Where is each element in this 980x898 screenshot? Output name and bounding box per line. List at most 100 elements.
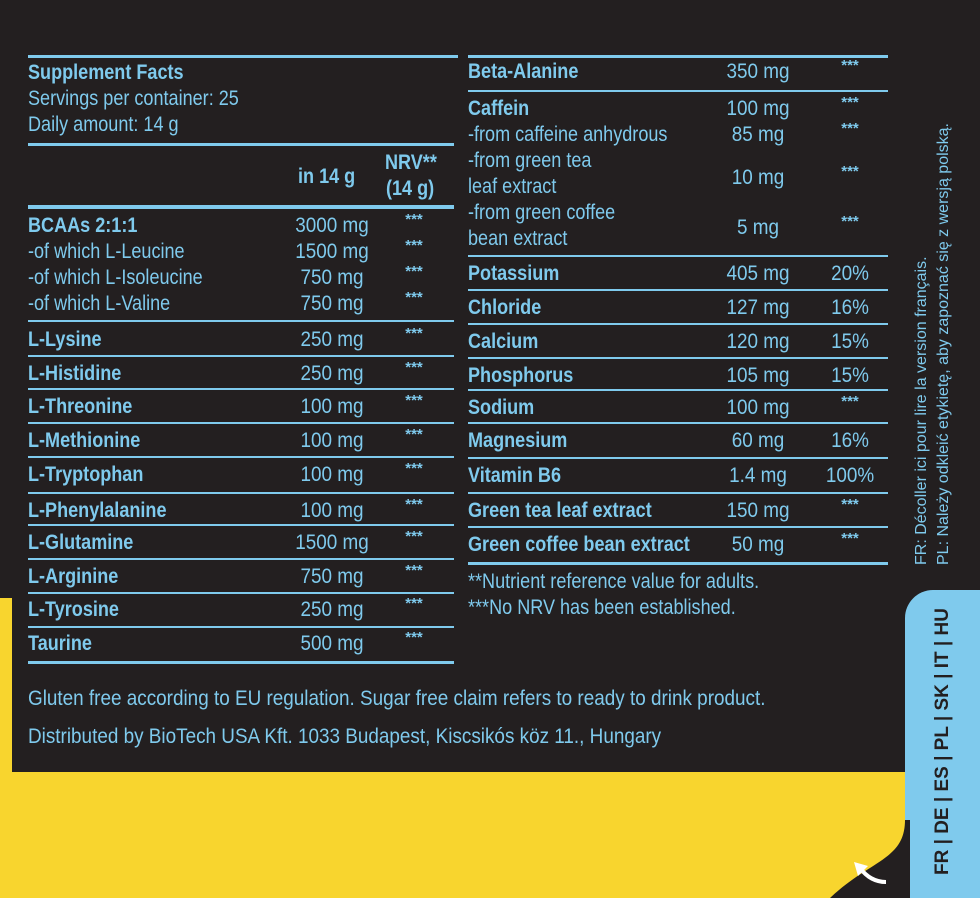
nutrient-nrv: ***: [841, 213, 859, 230]
row-divider: [468, 422, 888, 424]
row-divider: [28, 388, 454, 390]
peel-corner[interactable]: [830, 820, 910, 898]
nutrient-name: -from caffeine anhydrous: [468, 123, 668, 146]
nutrient-amount: 127 mg: [726, 296, 790, 319]
nutrient-nrv: ***: [841, 393, 859, 410]
row-divider: [28, 492, 454, 494]
nutrient-name: -from green coffee: [468, 201, 616, 224]
label-panel: [12, 0, 905, 772]
nutrient-name: -of which L-Isoleucine: [28, 266, 203, 289]
row-divider: [468, 255, 888, 257]
nutrient-nrv: ***: [405, 289, 423, 306]
row-divider: [468, 323, 888, 325]
nutrient-nrv: ***: [841, 94, 859, 111]
nutrient-name: Phosphorus: [468, 364, 574, 387]
nutrient-name: Potassium: [468, 262, 560, 285]
nutrient-nrv: ***: [405, 263, 423, 280]
nutrient-nrv: 15%: [831, 364, 869, 387]
row-divider: [468, 90, 888, 92]
no-nrv-footnote: ***No NRV has been established.: [468, 596, 736, 619]
nutrient-name: L-Tryptophan: [28, 463, 144, 486]
row-divider: [28, 355, 454, 357]
row-divider: [468, 389, 888, 391]
rule-columns-left: [28, 205, 454, 209]
nutrient-nrv: ***: [405, 528, 423, 545]
nutrient-nrv: ***: [405, 426, 423, 443]
row-divider: [468, 457, 888, 459]
nutrient-name: Vitamin B6: [468, 464, 562, 487]
nutrient-amount: 100 mg: [300, 429, 364, 452]
nutrient-amount: 1.4 mg: [729, 464, 787, 487]
nutrient-nrv: ***: [405, 629, 423, 646]
nutrient-nrv: ***: [841, 496, 859, 513]
distributor-statement: Distributed by BioTech USA Kft. 1033 Bud…: [28, 725, 662, 748]
language-tab[interactable]: [905, 590, 980, 898]
nutrient-amount: 100 mg: [300, 499, 364, 522]
nutrient-amount: 120 mg: [726, 330, 790, 353]
nutrient-nrv: 20%: [831, 262, 869, 285]
nutrient-nrv: ***: [841, 163, 859, 180]
nutrient-name: Calcium: [468, 330, 539, 353]
nutrient-amount: 150 mg: [726, 499, 790, 522]
column-amount-header: in 14 g: [298, 165, 356, 188]
nutrient-amount: 5 mg: [736, 216, 780, 239]
nutrient-name: L-Glutamine: [28, 531, 134, 554]
nutrient-amount: 100 mg: [726, 396, 790, 419]
nutrient-nrv: ***: [405, 392, 423, 409]
nutrient-nrv: ***: [405, 595, 423, 612]
row-divider: [468, 492, 888, 494]
nutrient-amount: 105 mg: [726, 364, 790, 387]
nutrient-name-line2: bean extract: [468, 227, 568, 250]
nutrient-amount: 100 mg: [300, 395, 364, 418]
daily-amount-text: Daily amount: 14 g: [28, 113, 179, 136]
row-divider: [468, 357, 888, 359]
nutrient-amount: 750 mg: [300, 266, 364, 289]
nrv-footnote: **Nutrient reference value for adults.: [468, 570, 760, 593]
nutrient-name: BCAAs 2:1:1: [28, 214, 138, 237]
nutrient-name: L-Histidine: [28, 362, 122, 385]
nutrient-nrv: 16%: [831, 429, 869, 452]
nutrient-nrv: ***: [405, 325, 423, 342]
nutrient-name: Magnesium: [468, 429, 568, 452]
nutrient-amount: 1500 mg: [295, 531, 369, 554]
column-nrv-sub-header: (14 g): [386, 177, 435, 200]
row-divider: [468, 526, 888, 528]
language-list: FR | DE | ES | PL | SK | IT | HU: [932, 608, 953, 875]
nutrient-amount: 100 mg: [300, 463, 364, 486]
polish-peel-note: PL: Należy odkleić etykietę, aby zapozna…: [935, 123, 952, 565]
nutrient-amount: 500 mg: [300, 632, 364, 655]
nutrient-amount: 100 mg: [726, 97, 790, 120]
nutrient-amount: 250 mg: [300, 598, 364, 621]
nutrient-name: L-Arginine: [28, 565, 119, 588]
nutrient-name: L-Lysine: [28, 328, 102, 351]
row-divider: [28, 524, 454, 526]
nutrient-name: Green coffee bean extract: [468, 533, 690, 556]
row-divider: [468, 289, 888, 291]
servings-text: Servings per container: 25: [28, 87, 239, 110]
nutrient-amount: 10 mg: [731, 166, 785, 189]
nutrient-nrv: 100%: [825, 464, 875, 487]
nutrient-name: -from green tea: [468, 149, 592, 172]
nutrient-nrv: ***: [405, 211, 423, 228]
row-divider: [28, 626, 454, 628]
nutrient-name: L-Tyrosine: [28, 598, 119, 621]
nutrient-amount: 405 mg: [726, 262, 790, 285]
peel-arrow-icon: [854, 862, 887, 884]
nutrient-name: -of which L-Valine: [28, 292, 171, 315]
nutrient-name: Taurine: [28, 632, 92, 655]
nutrient-name-line2: leaf extract: [468, 175, 557, 198]
nutrient-nrv: ***: [841, 120, 859, 137]
nutrient-nrv: 15%: [831, 330, 869, 353]
nutrient-name: L-Threonine: [28, 395, 133, 418]
nutrient-name: Caffein: [468, 97, 530, 120]
nutrient-name: Sodium: [468, 396, 535, 419]
nutrient-amount: 350 mg: [726, 60, 790, 83]
column-nrv-header: NRV**: [385, 151, 437, 174]
rule-top-right: [468, 55, 888, 58]
row-divider: [28, 592, 454, 594]
nutrient-nrv: ***: [405, 359, 423, 376]
nutrient-amount: 250 mg: [300, 362, 364, 385]
nutrient-nrv: ***: [405, 237, 423, 254]
nutrient-name: -of which L-Leucine: [28, 240, 185, 263]
nutrient-nrv: 16%: [831, 296, 869, 319]
